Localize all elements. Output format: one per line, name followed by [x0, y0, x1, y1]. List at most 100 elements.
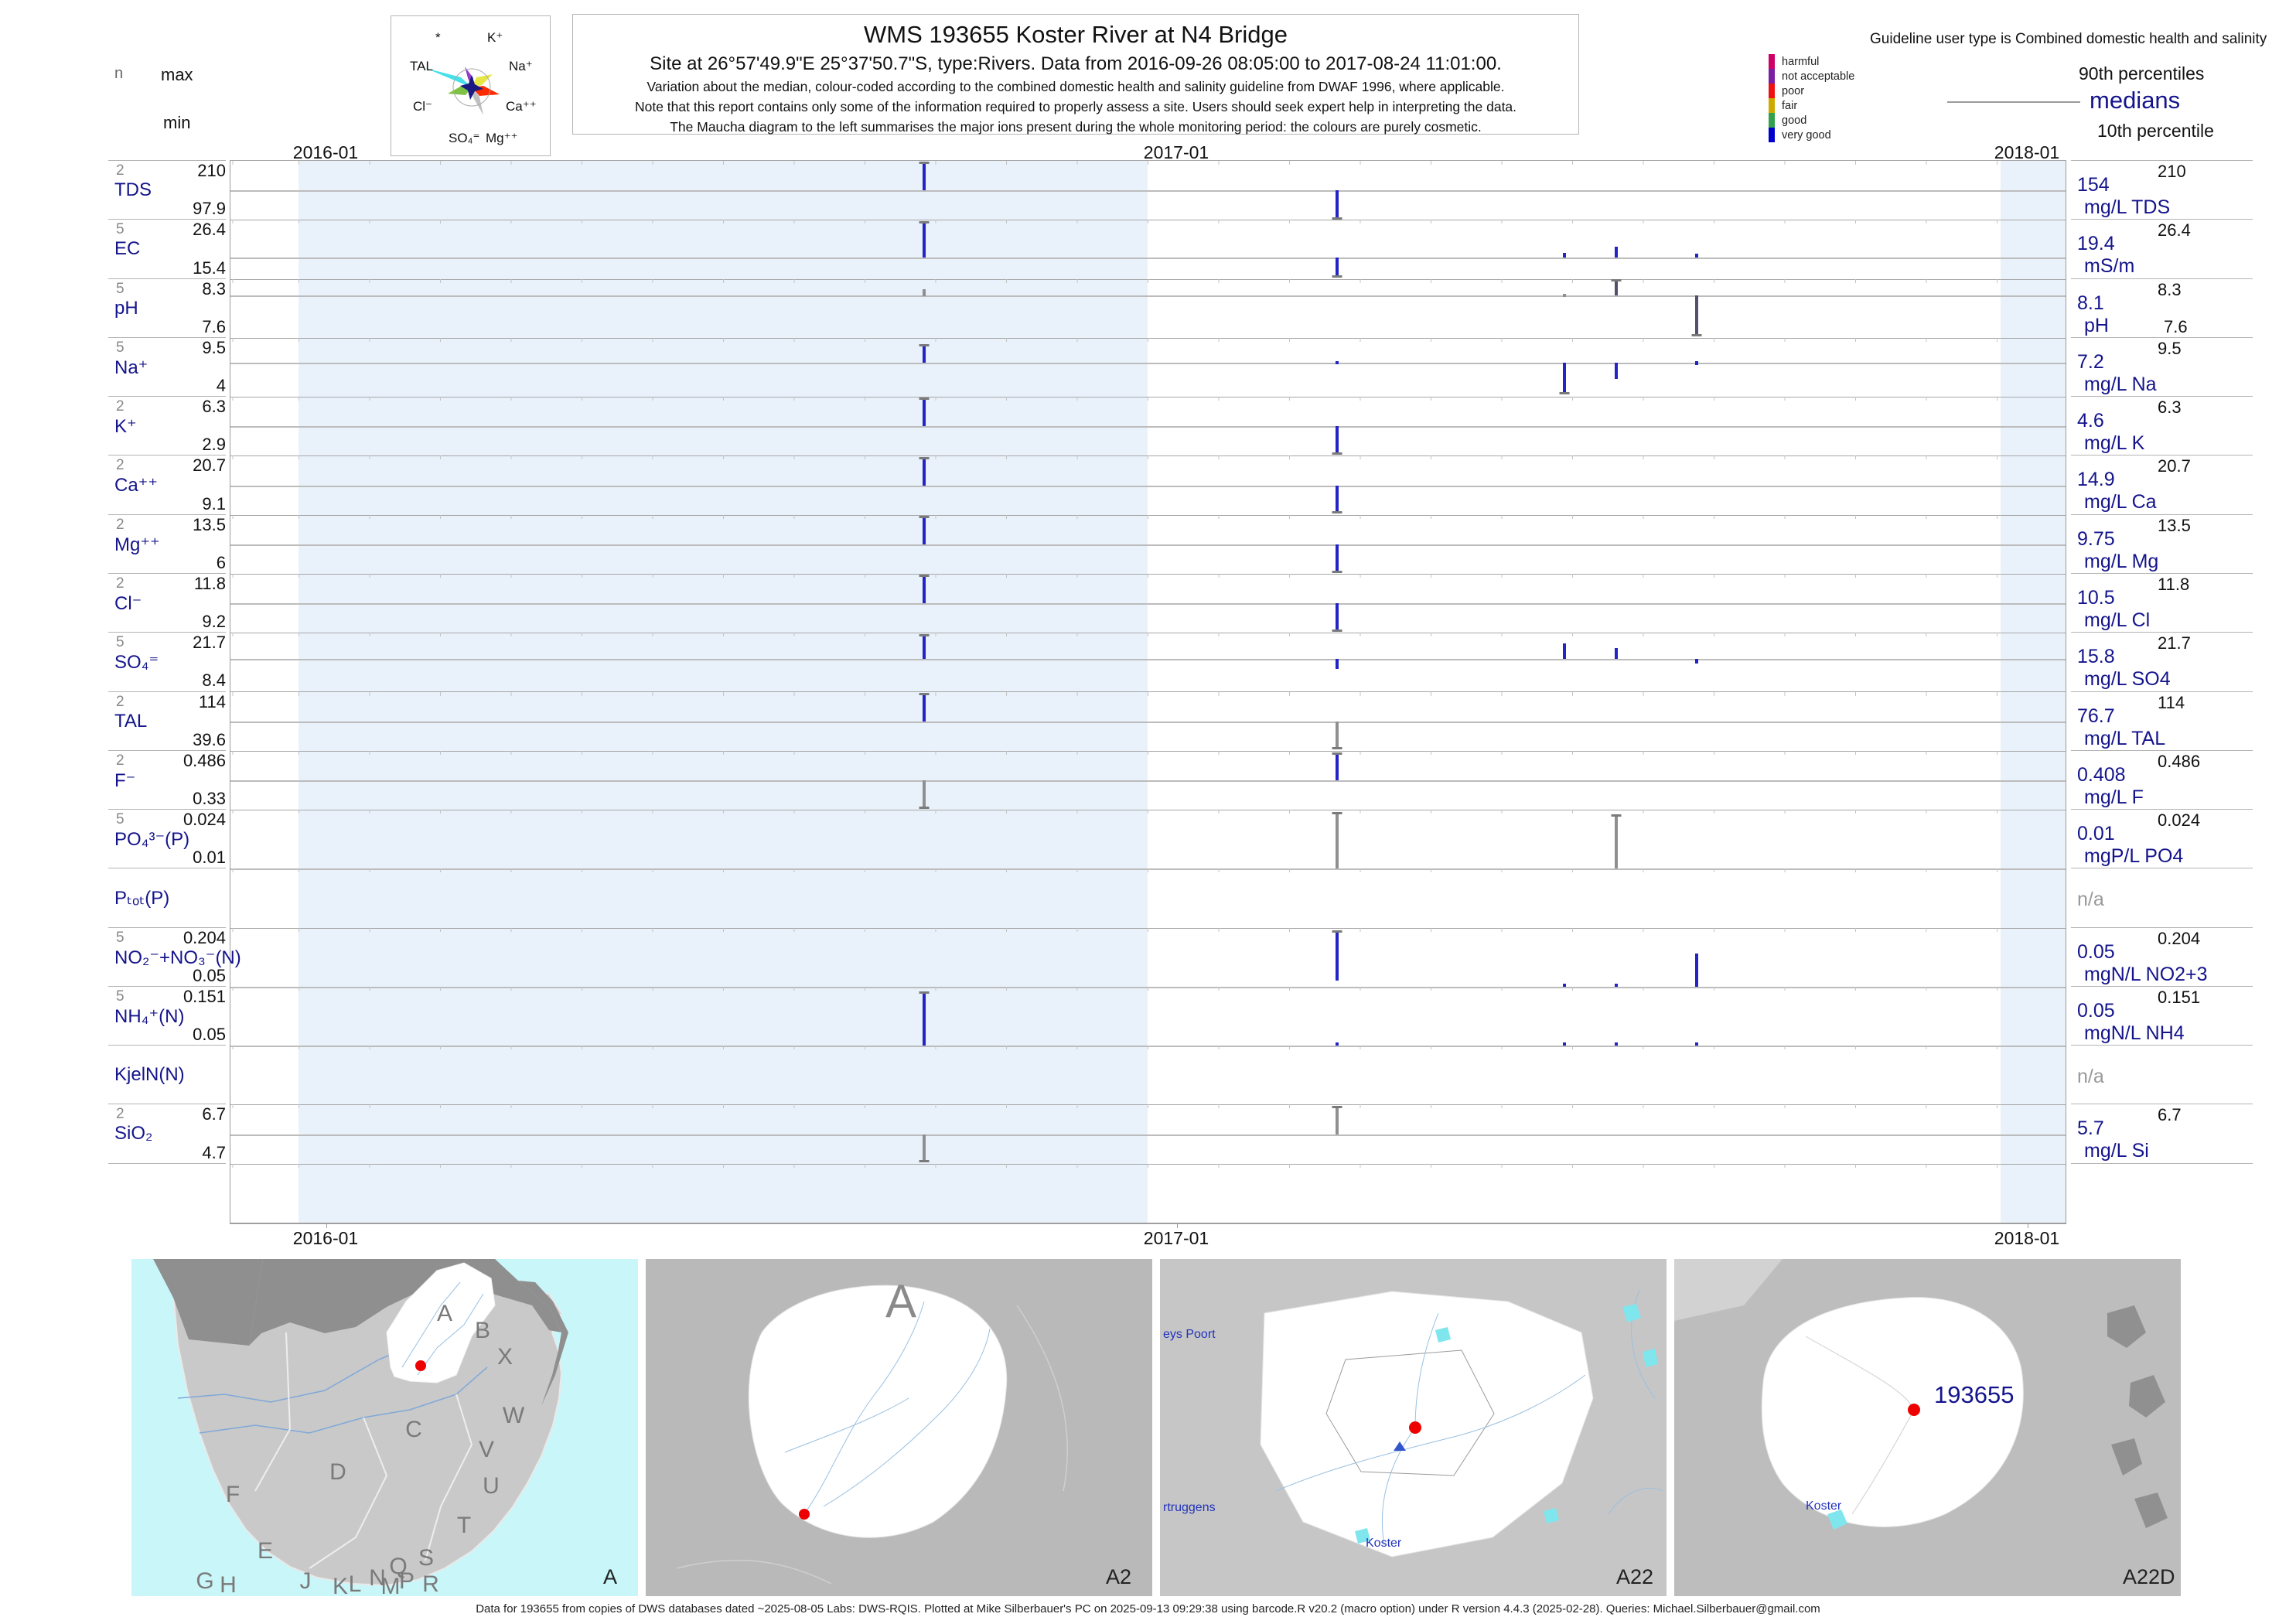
param-max-right: 11.8: [2158, 574, 2190, 594]
param-stats-cell: NO₂⁻+NO₃⁻(N) 5 0.204 0.05: [108, 926, 241, 987]
data-mark: [1695, 361, 1699, 365]
data-mark: [1614, 362, 1618, 380]
data-mark: [1559, 362, 1570, 395]
median-line: [230, 544, 2066, 546]
data-point-cap: [1332, 217, 1342, 220]
median-line: [230, 190, 2066, 193]
param-max-right: 9.5: [2158, 338, 2182, 358]
map-panel-region-a: A A2: [646, 1259, 1152, 1596]
guideline-class-label: poor: [1782, 85, 1805, 97]
month-ticks: [230, 1104, 2066, 1109]
plot-row: [230, 810, 2066, 871]
data-mark: [1332, 721, 1342, 750]
param-max: 210: [197, 161, 226, 180]
param-stats-cell: SiO₂ 2 6.7 4.7: [108, 1104, 226, 1163]
param-median: 5.7: [2077, 1117, 2104, 1140]
param-unit: mgN/L NH4: [2084, 1022, 2185, 1044]
param-name: NH₄⁺(N): [114, 1005, 185, 1027]
data-mark: [1332, 930, 1342, 981]
data-point-cap: [1611, 279, 1622, 282]
data-mark: [1614, 1042, 1618, 1046]
year-tick: [1177, 1223, 1178, 1228]
data-mark: [1563, 643, 1567, 660]
map3-river-3: [1608, 1289, 1663, 1515]
month-ticks: [230, 573, 2066, 578]
param-min: 39.6: [193, 729, 226, 749]
drainage-region-letter: P: [399, 1568, 415, 1594]
maucha-label-cl: Cl⁻: [413, 99, 432, 114]
plot-row: [230, 1104, 2066, 1165]
param-median: 19.4: [2077, 233, 2115, 255]
map1-panel-label: A: [603, 1565, 617, 1588]
data-mark: [922, 288, 926, 297]
data-mark: [1332, 257, 1342, 278]
param-stats-cell: TDS 2 210 97.9: [108, 160, 226, 220]
param-max: 8.3: [202, 278, 226, 299]
param-median: 8.1: [2077, 292, 2104, 314]
param-name: Pₜₒₜ(P): [114, 888, 170, 909]
map1-province-line-2: [309, 1417, 388, 1569]
data-mark: [1611, 279, 1622, 296]
maucha-label-star: *: [435, 30, 441, 45]
param-median-cell: 0.204 0.05 mgN/L NO2+3: [2071, 926, 2253, 987]
param-max-right: 0.024: [2158, 810, 2201, 831]
param-unit: mgN/L NO2+3: [2084, 963, 2208, 985]
median-line: [230, 659, 2066, 661]
drainage-region-letter: K: [333, 1574, 348, 1596]
map2-big-letter: A: [885, 1275, 916, 1327]
map4-dark-patch-1: [2107, 1305, 2146, 1348]
data-mark: [1335, 1042, 1339, 1046]
param-max: 26.4: [193, 220, 226, 240]
param-max: 6.7: [202, 1104, 226, 1124]
maucha-diagram-box: * K⁺ TAL Na⁺ Cl⁻ Ca⁺⁺ SO₄⁼ Mg⁺⁺: [391, 15, 551, 156]
month-ticks: [230, 220, 2066, 224]
data-mark: [1332, 811, 1342, 868]
time-series-plot: [230, 160, 2066, 1228]
plot-row: [230, 868, 2066, 929]
param-n: 5: [116, 339, 125, 356]
data-mark: [919, 575, 930, 604]
param-median: 0.01: [2077, 823, 2115, 845]
data-point-cap: [919, 220, 930, 223]
drainage-region-letter: W: [503, 1403, 525, 1428]
map-panel-region-a22: eys Poort rtruggens Koster A22: [1160, 1259, 1667, 1596]
map1-province-line-3: [425, 1394, 473, 1561]
param-max: 0.486: [183, 750, 226, 770]
month-ticks: [230, 691, 2066, 696]
maucha-label-tal: TAL: [410, 59, 433, 73]
map2-outside-boundary: [676, 1305, 1069, 1585]
param-min: 2.9: [202, 435, 226, 455]
data-mark: [1563, 984, 1567, 987]
title-box: WMS 193655 Koster River at N4 Bridge Sit…: [572, 14, 1579, 135]
guideline-color-bar: [1769, 54, 1775, 142]
data-point-cap: [1332, 930, 1342, 933]
param-median-cell: 21.7 15.8 mg/L SO4: [2071, 632, 2253, 691]
month-ticks: [230, 1046, 2066, 1050]
param-unit: mgP/L PO4: [2084, 845, 2184, 868]
month-ticks: [230, 750, 2066, 755]
map4-dark-patch-4: [2134, 1493, 2168, 1528]
data-point-cap: [919, 692, 930, 695]
param-name: Cl⁻: [114, 592, 142, 614]
param-na: n/a: [2077, 1066, 2104, 1088]
drainage-region-letter: L: [349, 1571, 362, 1596]
plot-row: [230, 573, 2066, 634]
report-subtitle: Site at 26°57'49.9"E 25°37'50.7"S, type:…: [650, 53, 1502, 74]
param-name: Ca⁺⁺: [114, 475, 159, 496]
plot-row: [230, 397, 2066, 457]
param-max-right: 13.5: [2158, 515, 2191, 535]
data-mark: [919, 1134, 930, 1162]
map3-dam-5: [1355, 1528, 1370, 1544]
map3-river-2: [1381, 1312, 1439, 1546]
data-mark: [919, 633, 930, 660]
map2-panel-label: A2: [1106, 1565, 1131, 1588]
map1-neighbour-countries: [153, 1259, 263, 1346]
param-n: 2: [116, 1106, 125, 1123]
param-unit: mg/L F: [2084, 786, 2144, 808]
param-unit: mg/L Cl: [2084, 609, 2151, 631]
param-stats-cell: Cl⁻ 2 11.8 9.2: [108, 572, 226, 633]
param-max-right: 210: [2158, 162, 2186, 181]
data-mark: [919, 780, 930, 809]
data-mark: [919, 515, 930, 544]
drainage-region-letter: D: [329, 1459, 346, 1485]
